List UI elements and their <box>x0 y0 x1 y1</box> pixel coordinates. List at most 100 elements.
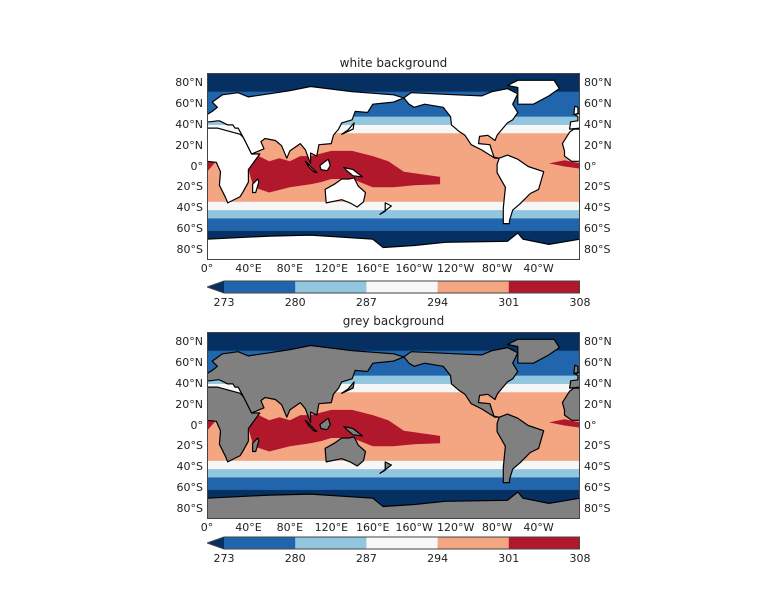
lon-label: 120°E <box>314 262 349 275</box>
land-borneo <box>319 417 331 431</box>
lat-label-left: 80°N <box>175 335 203 349</box>
land-north-america <box>403 88 519 159</box>
land-sumatra <box>304 160 318 174</box>
lat-label-left: 60°S <box>176 221 203 235</box>
land-iberia <box>569 371 580 389</box>
colorbar-tick-label: 308 <box>569 552 591 565</box>
lat-label-left: 60°N <box>175 97 203 111</box>
warm-pool-region <box>248 150 441 193</box>
panel-title-white: white background <box>339 56 448 70</box>
colorbar-tick-label: 294 <box>427 296 449 309</box>
land-west-africa <box>561 128 580 162</box>
lat-label-left: 40°N <box>175 117 203 131</box>
land-new-guinea <box>343 166 363 178</box>
colorbar-segment <box>295 537 367 549</box>
atlantic-warm-region <box>548 160 580 169</box>
colorbar-segment <box>508 281 580 293</box>
colorbar-segment <box>437 537 510 549</box>
land-sumatra <box>304 419 318 433</box>
lon-label: 160°W <box>395 262 433 275</box>
colorbar-top <box>207 280 580 294</box>
lat-label-right: 40°S <box>584 460 611 474</box>
lon-label: 40°E <box>235 262 262 275</box>
colorbar-tick-label: 280 <box>284 296 306 309</box>
land-new-guinea <box>343 425 363 437</box>
lon-label: 120°W <box>436 521 475 534</box>
warm-pool-region <box>248 409 441 452</box>
lat-label-right: 40°N <box>584 376 612 390</box>
lat-label-left: 80°S <box>176 242 203 256</box>
lat-label-left: 20°S <box>176 180 203 194</box>
lon-label: 80°E <box>276 521 304 534</box>
colorbar-segment <box>366 537 439 549</box>
map-frame <box>207 332 580 519</box>
land-eurasia <box>207 344 405 424</box>
lat-label-right: 60°S <box>584 480 611 494</box>
gulf-guinea-warm-region <box>207 161 216 172</box>
lat-label-right: 40°N <box>584 117 612 131</box>
lat-label-left: 80°N <box>175 76 203 90</box>
lat-label-left: 60°N <box>175 356 203 370</box>
land-japan <box>341 381 355 394</box>
lon-label: 160°E <box>356 262 390 275</box>
lat-label-right: 80°N <box>584 76 612 90</box>
colorbar-tick-label: 273 <box>213 552 235 565</box>
lat-label-right: 20°N <box>584 138 612 152</box>
gulf-guinea-warm-region <box>207 420 216 431</box>
land-japan <box>341 122 355 135</box>
colorbar-segment <box>366 281 439 293</box>
lat-label-right: 80°S <box>584 242 611 256</box>
lon-label: 80°W <box>481 262 513 275</box>
colorbar-segment <box>224 281 296 293</box>
lon-label: 160°E <box>356 521 390 534</box>
lat-label-right: 80°N <box>584 335 612 349</box>
colorbar-tick-label: 287 <box>355 552 377 565</box>
lat-label-left: 40°N <box>175 376 203 390</box>
colorbar-extend-arrow <box>207 537 224 549</box>
lat-label-left: 80°S <box>176 501 203 515</box>
land-britain <box>573 364 579 375</box>
land-iberia <box>569 112 580 130</box>
land-australia <box>324 436 367 467</box>
map-white-background <box>207 73 580 260</box>
land-australia <box>324 177 367 208</box>
colorbar-tick-label: 273 <box>213 296 235 309</box>
lat-label-right: 60°N <box>584 356 612 370</box>
atlantic-warm-region <box>548 419 580 428</box>
colorbar-extend-arrow <box>207 281 224 293</box>
land-new-zealand <box>379 461 392 474</box>
lat-label-right: 0° <box>584 159 597 173</box>
land-north-america <box>403 347 519 418</box>
colorbar-bottom <box>207 536 580 550</box>
lon-label: 80°E <box>276 262 304 275</box>
lat-label-right: 80°S <box>584 501 611 515</box>
land-greenland <box>506 79 560 105</box>
lat-label-right: 0° <box>584 418 597 432</box>
colorbar-tick-label: 301 <box>498 296 520 309</box>
lat-label-right: 60°N <box>584 97 612 111</box>
land-madagascar <box>251 178 260 194</box>
lat-label-right: 40°S <box>584 201 611 215</box>
lat-label-left: 20°N <box>175 138 203 152</box>
lat-label-left: 60°S <box>176 480 203 494</box>
land-madagascar <box>251 437 260 453</box>
lon-label: 40°E <box>235 521 262 534</box>
colorbar-tick-label: 280 <box>284 552 306 565</box>
lon-label: 0° <box>200 521 214 534</box>
colorbar-segment <box>224 537 296 549</box>
land-borneo <box>319 158 331 172</box>
land-west-africa <box>561 387 580 421</box>
lat-label-left: 40°S <box>176 201 203 215</box>
lon-label: 80°W <box>481 521 513 534</box>
land-south-america <box>496 413 545 484</box>
colorbar-segment <box>437 281 510 293</box>
land-britain <box>573 105 579 116</box>
land-new-zealand <box>379 202 392 215</box>
colorbar-tick-label: 287 <box>355 296 377 309</box>
lon-label: 40°W <box>523 262 554 275</box>
map-frame <box>207 73 580 260</box>
panel-title-grey: grey background <box>342 314 445 328</box>
map-grey-background <box>207 332 580 519</box>
colorbar-tick-label: 294 <box>427 552 449 565</box>
